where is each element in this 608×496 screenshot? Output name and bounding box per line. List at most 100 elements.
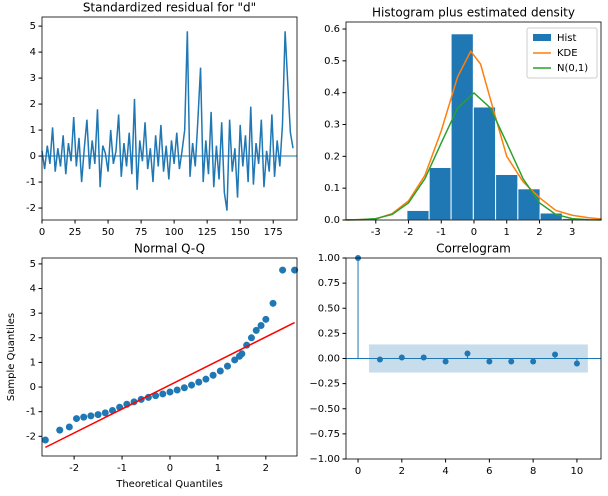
y-tick-label: 0 xyxy=(30,382,36,393)
legend-label: N(0,1) xyxy=(557,63,588,74)
qq-point xyxy=(279,266,287,274)
x-tick-label: 125 xyxy=(198,227,217,238)
panel-title: Correlogram xyxy=(436,242,511,256)
stem-marker xyxy=(530,358,537,365)
hist-bar xyxy=(450,33,474,221)
hist-bar xyxy=(495,173,519,221)
qq-point xyxy=(159,390,167,398)
x-tick-label: 1 xyxy=(215,463,221,474)
qq-point xyxy=(180,384,188,392)
qq-point xyxy=(195,378,203,386)
qq-point xyxy=(87,412,95,420)
qq-point xyxy=(173,386,181,394)
qq-point xyxy=(188,381,196,389)
y-tick-label: 0.4 xyxy=(324,88,340,99)
x-tick-label: 0 xyxy=(471,227,477,238)
stem-marker xyxy=(376,356,383,363)
axes-frame xyxy=(345,257,602,460)
legend-swatch xyxy=(533,34,551,41)
y-tick-label: 0.25 xyxy=(318,328,340,339)
y-tick-label: 5 xyxy=(30,259,36,270)
hist-bar xyxy=(406,209,430,221)
qq-point xyxy=(80,413,88,421)
x-tick-label: 3 xyxy=(569,227,575,238)
y-tick-label: 5 xyxy=(30,21,36,32)
x-tick-label: 10 xyxy=(571,466,584,477)
qq-point xyxy=(65,423,73,431)
x-axis-label: Theoretical Quantiles xyxy=(115,479,223,490)
density-line xyxy=(346,91,602,221)
y-tick-label: -2 xyxy=(26,431,36,442)
axes-frame xyxy=(41,16,298,221)
y-tick-label: 0.00 xyxy=(318,354,340,365)
x-tick-label: 6 xyxy=(486,466,492,477)
qq-point xyxy=(262,315,270,323)
y-tick-label: −1.00 xyxy=(309,454,340,465)
qq-point xyxy=(231,356,239,364)
stem-marker xyxy=(464,350,471,357)
qq-point xyxy=(73,415,81,423)
y-tick-label: 0.6 xyxy=(324,24,340,35)
x-tick-label: 175 xyxy=(264,227,283,238)
qq-point xyxy=(238,350,246,358)
hist-bar xyxy=(472,106,497,221)
y-tick-label: 0.2 xyxy=(324,151,340,162)
y-tick-label: 4 xyxy=(30,47,36,58)
x-tick-label: 1 xyxy=(504,227,510,238)
panel-title: Standardized residual for "d" xyxy=(83,1,256,15)
stem-marker xyxy=(486,358,493,365)
y-tick-label: 0.1 xyxy=(324,183,340,194)
x-tick-label: 2 xyxy=(399,466,405,477)
stem-marker xyxy=(398,354,405,361)
y-tick-label: 0.0 xyxy=(324,215,340,226)
y-tick-label: -1 xyxy=(26,407,36,418)
x-tick-label: 25 xyxy=(69,227,82,238)
y-tick-label: 4 xyxy=(30,284,36,295)
reference-line xyxy=(45,321,295,449)
hist-bar xyxy=(539,212,563,221)
hist-bar xyxy=(517,188,541,221)
qq-point xyxy=(252,326,260,334)
qq-point xyxy=(209,371,217,379)
qq-point xyxy=(202,375,210,383)
axes-frame xyxy=(41,257,298,457)
stem-marker xyxy=(420,354,427,361)
stem-marker xyxy=(442,358,449,365)
x-tick-label: 0 xyxy=(39,227,45,238)
x-tick-label: -2 xyxy=(404,227,414,238)
x-tick-label: 75 xyxy=(135,227,148,238)
y-tick-label: −0.25 xyxy=(309,379,340,390)
qq-point xyxy=(94,411,102,419)
qq-point xyxy=(269,299,277,307)
qq-point xyxy=(291,266,299,274)
y-tick-label: −0.75 xyxy=(309,429,340,440)
qq-point xyxy=(247,334,255,342)
y-tick-label: 3 xyxy=(30,73,36,84)
qq-point xyxy=(223,362,231,370)
y-tick-label: −0.50 xyxy=(309,404,340,415)
x-tick-label: -3 xyxy=(371,227,381,238)
x-tick-label: 0 xyxy=(355,466,361,477)
y-tick-label: 0 xyxy=(30,151,36,162)
qq-point xyxy=(56,426,64,434)
y-tick-label: 0.50 xyxy=(318,303,340,314)
x-tick-label: -1 xyxy=(436,227,446,238)
y-tick-label: 0.75 xyxy=(318,278,340,289)
y-tick-label: -2 xyxy=(26,203,36,214)
y-tick-label: -1 xyxy=(26,177,36,188)
x-tick-label: 100 xyxy=(165,227,184,238)
legend-label: Hist xyxy=(557,33,577,44)
x-tick-label: 2 xyxy=(263,463,269,474)
panel-title: Normal Q-Q xyxy=(134,242,205,256)
hist-bar xyxy=(428,166,452,221)
y-tick-label: 2 xyxy=(30,333,36,344)
x-tick-label: 4 xyxy=(442,466,448,477)
stem-marker xyxy=(573,360,580,367)
stem-marker xyxy=(508,358,515,365)
axes-frame xyxy=(345,21,602,221)
qq-point xyxy=(152,392,160,400)
x-tick-label: -2 xyxy=(69,463,79,474)
y-axis-label: Sample Quantiles xyxy=(6,313,17,401)
qq-point xyxy=(166,388,174,396)
